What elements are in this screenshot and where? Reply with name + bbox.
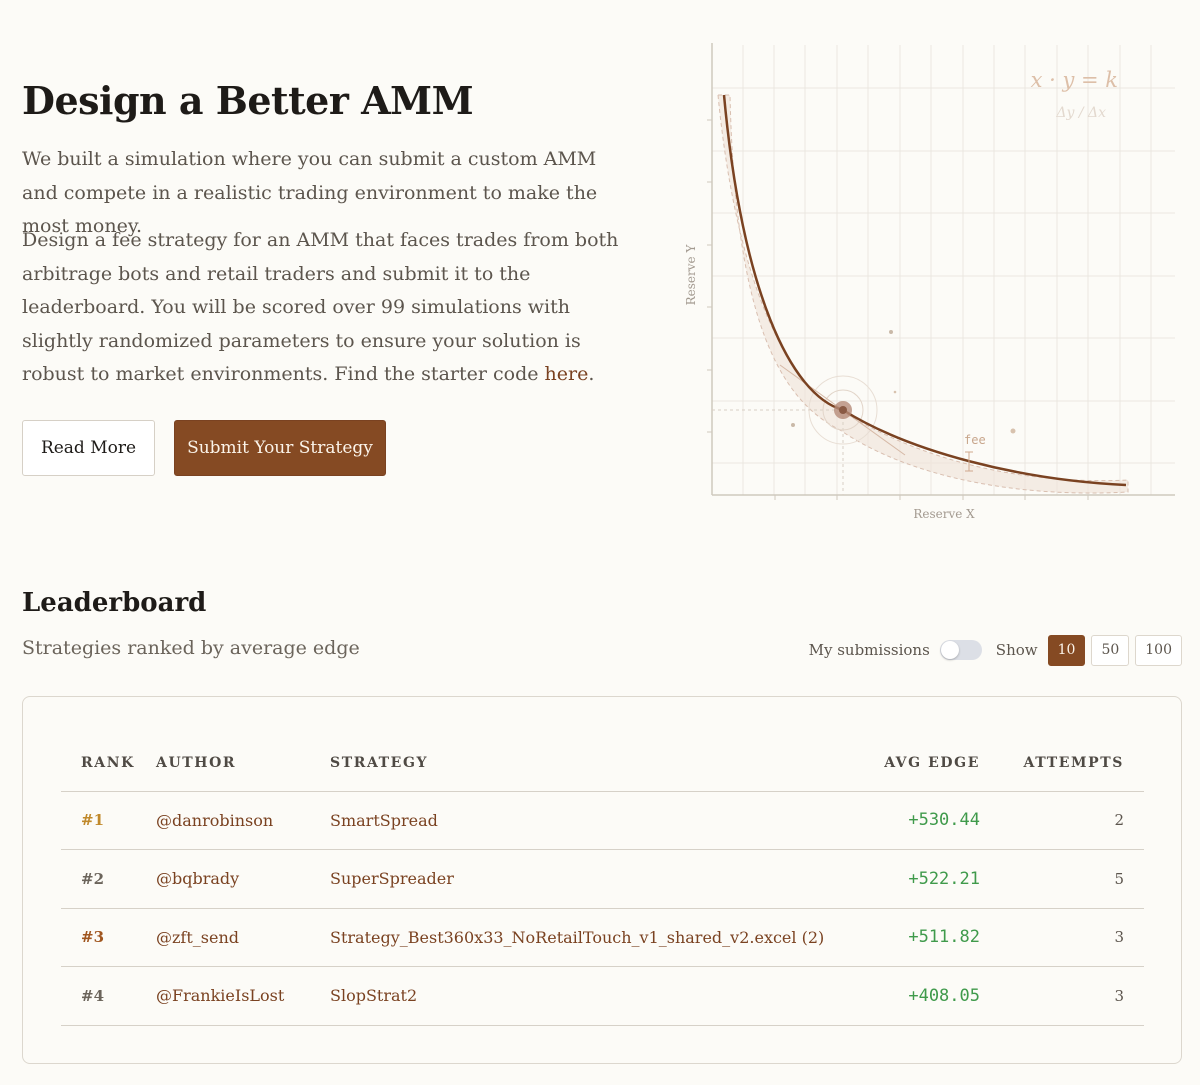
leaderboard-title: Leaderboard <box>22 588 207 618</box>
show-100-button[interactable]: 100 <box>1135 634 1182 666</box>
hero-description-suffix: . <box>588 363 595 385</box>
strategy-link[interactable]: SmartSpread <box>330 791 850 850</box>
hero-description: Design a fee strategy for an AMM that fa… <box>22 224 632 392</box>
table-row[interactable]: #3 @zft_send Strategy_Best360x33_NoRetai… <box>61 908 1144 967</box>
strategy-link[interactable]: Strategy_Best360x33_NoRetailTouch_v1_sha… <box>330 908 850 967</box>
fee-band <box>717 94 1129 494</box>
avg-edge-cell: +408.05 <box>850 966 980 1026</box>
leaderboard-table: RANK AUTHOR STRATEGY AVG EDGE ATTEMPTS #… <box>61 735 1144 1026</box>
starter-code-link[interactable]: here <box>544 363 589 385</box>
table-row[interactable]: #2 @bqbrady SuperSpreader +522.21 5 <box>61 849 1144 909</box>
show-10-button[interactable]: 10 <box>1047 634 1086 666</box>
toggle-knob <box>940 641 959 659</box>
author-link[interactable]: @zft_send <box>156 908 330 967</box>
avg-edge-cell: +522.21 <box>850 849 980 909</box>
price-point-ring-inner <box>822 389 864 431</box>
hero-title: Design a Better AMM <box>22 78 474 123</box>
author-link[interactable]: @bqbrady <box>156 849 330 909</box>
table-row[interactable]: #4 @FrankieIsLost SlopStrat2 +408.05 3 <box>61 966 1144 1026</box>
table-header-row: RANK AUTHOR STRATEGY AVG EDGE ATTEMPTS <box>61 735 1144 792</box>
show-50-button[interactable]: 50 <box>1091 634 1130 666</box>
submit-strategy-button[interactable]: Submit Your Strategy <box>174 420 386 476</box>
leaderboard-card: RANK AUTHOR STRATEGY AVG EDGE ATTEMPTS #… <box>22 696 1182 1064</box>
rank-cell: #3 <box>61 908 156 967</box>
rank-cell: #2 <box>61 849 156 909</box>
my-submissions-label: My submissions <box>808 641 930 659</box>
strategy-link[interactable]: SuperSpreader <box>330 849 850 909</box>
attempts-cell: 3 <box>980 966 1144 1026</box>
hero-intro: We built a simulation where you can subm… <box>22 148 598 237</box>
fee-marker <box>965 451 973 472</box>
trade-dot <box>889 330 893 334</box>
y-axis-label: Reserve Y <box>684 244 698 306</box>
attempts-cell: 2 <box>980 791 1144 850</box>
my-submissions-toggle[interactable] <box>939 640 982 660</box>
leaderboard-subtitle: Strategies ranked by average edge <box>22 637 360 659</box>
avg-edge-cell: +511.82 <box>850 908 980 967</box>
column-rank: RANK <box>61 735 156 792</box>
price-point-ring-outer <box>808 375 878 445</box>
amm-curve-illustration: fee x · y = k Δy / Δx Reserve X Reserve … <box>680 40 1180 530</box>
fee-label: fee <box>964 433 986 447</box>
invariant-curve <box>722 94 1127 487</box>
column-strategy: STRATEGY <box>330 735 850 792</box>
column-avg-edge[interactable]: AVG EDGE <box>850 735 980 792</box>
trade-dot <box>893 390 897 394</box>
slope-formula: Δy / Δx <box>1055 105 1106 121</box>
rank-cell: #1 <box>61 791 156 850</box>
rank-cell: #4 <box>61 966 156 1026</box>
hero-description-text: Design a fee strategy for an AMM that fa… <box>22 229 619 385</box>
trade-dot <box>1010 428 1016 434</box>
strategy-link[interactable]: SlopStrat2 <box>330 966 850 1026</box>
trade-dot <box>791 423 795 427</box>
price-crosshair <box>712 409 844 495</box>
attempts-cell: 5 <box>980 849 1144 909</box>
read-more-button[interactable]: Read More <box>22 420 155 476</box>
column-author: AUTHOR <box>156 735 330 792</box>
x-axis-label: Reserve X <box>913 507 975 521</box>
grid-lines <box>712 45 1175 495</box>
axis-ticks <box>707 119 1089 500</box>
page-size-selector: 10 50 100 <box>1047 634 1182 666</box>
price-point-center <box>839 406 847 414</box>
axes <box>711 43 1175 496</box>
column-attempts: ATTEMPTS <box>980 735 1144 792</box>
author-link[interactable]: @danrobinson <box>156 791 330 850</box>
author-link[interactable]: @FrankieIsLost <box>156 966 330 1026</box>
invariant-formula: x · y = k <box>1031 68 1118 92</box>
table-row[interactable]: #1 @danrobinson SmartSpread +530.44 2 <box>61 791 1144 850</box>
attempts-cell: 3 <box>980 908 1144 967</box>
show-label: Show <box>995 641 1038 659</box>
amm-curve-svg: fee x · y = k Δy / Δx Reserve X Reserve … <box>684 43 1175 521</box>
leaderboard-controls: My submissions Show 10 50 100 <box>809 634 1182 666</box>
avg-edge-cell: +530.44 <box>850 791 980 850</box>
